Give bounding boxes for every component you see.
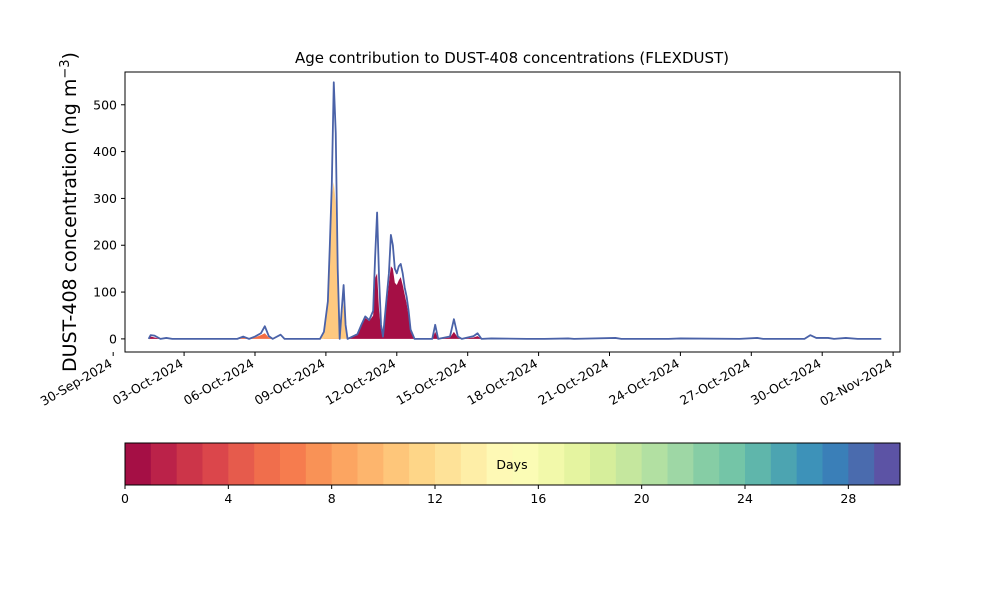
x-tick-label: 09-Oct-2024 [252, 356, 328, 408]
colorbar-segment [848, 443, 875, 485]
colorbar-segment [176, 443, 204, 485]
y-axis-label: DUST-408 concentration (ng m−3) [58, 52, 82, 372]
colorbar-segment [486, 443, 514, 485]
x-tick-label: 15-Oct-2024 [394, 356, 470, 408]
x-tick-label: 18-Oct-2024 [464, 356, 540, 408]
colorbar-tick-label: 8 [328, 491, 336, 506]
y-tick-label: 100 [93, 285, 117, 300]
colorbar-tick-label: 0 [121, 491, 129, 506]
colorbar-ticks: 0 4 8 12 16 20 24 28 [121, 485, 856, 506]
colorbar-segment [667, 443, 694, 485]
colorbar-label: Days [496, 457, 527, 472]
colorbar-segment [125, 443, 152, 485]
x-tick-label: 30-Oct-2024 [748, 356, 824, 408]
plot-lines [147, 81, 882, 340]
colorbar-segment [564, 443, 591, 485]
colorbar-segment [822, 443, 849, 485]
colorbar-segment [254, 443, 281, 485]
colorbar-segment [305, 443, 333, 485]
x-tick-label: 03-Oct-2024 [110, 356, 186, 408]
colorbar-segment [615, 443, 643, 485]
y-axis: 0 100 200 300 400 500 [93, 97, 125, 346]
colorbar-tick-label: 16 [530, 491, 546, 506]
colorbar-segment [460, 443, 488, 485]
colorbar-segment [745, 443, 772, 485]
y-tick-label: 0 [109, 331, 117, 346]
colorbar-tick-label: 4 [224, 491, 232, 506]
colorbar-segment [202, 443, 229, 485]
colorbar-segment [796, 443, 824, 485]
x-tick-label: 24-Oct-2024 [606, 356, 682, 408]
y-axis-label-close: ) [59, 52, 81, 59]
y-axis-label-exponent: −3 [58, 59, 73, 78]
colorbar-segment [538, 443, 565, 485]
colorbar-segment [383, 443, 410, 485]
colorbar-segment [150, 443, 178, 485]
x-tick-label: 12-Oct-2024 [323, 356, 399, 408]
colorbar-segment [228, 443, 255, 485]
colorbar-segment [719, 443, 746, 485]
colorbar-segment [512, 443, 539, 485]
x-tick-label: 06-Oct-2024 [181, 356, 257, 408]
colorbar [125, 443, 901, 485]
age-band-4-6-days [237, 324, 340, 339]
colorbar-segment [280, 443, 307, 485]
colorbar-frame [124, 442, 901, 486]
y-tick-label: 200 [93, 238, 117, 253]
x-tick-label: 02-Nov-2024 [817, 356, 895, 409]
y-axis-label-main: DUST-408 concentration (ng m [59, 79, 81, 372]
y-tick-label: 400 [93, 144, 117, 159]
colorbar-tick-label: 28 [840, 491, 856, 506]
age-band-0-1-days [148, 266, 882, 339]
total-concentration-line [147, 81, 882, 340]
colorbar-segment [590, 443, 617, 485]
colorbar-segment [357, 443, 384, 485]
age-band-9-12-days [319, 182, 348, 339]
colorbar-tick-label: 20 [634, 491, 650, 506]
x-tick-label: 27-Oct-2024 [677, 356, 753, 408]
colorbar-segment [874, 443, 901, 485]
colorbar-segment [770, 443, 798, 485]
colorbar-segment [435, 443, 462, 485]
colorbar-segment [693, 443, 720, 485]
y-tick-label: 300 [93, 191, 117, 206]
x-tick-label: 21-Oct-2024 [535, 356, 611, 408]
plot-areas [148, 182, 882, 339]
colorbar-segment [641, 443, 669, 485]
x-axis: 30-Sep-202403-Oct-202406-Oct-202409-Oct-… [38, 352, 895, 409]
colorbar-segment [409, 443, 436, 485]
colorbar-tick-label: 24 [737, 491, 753, 506]
plot-frame [124, 71, 901, 353]
chart-title: Age contribution to DUST-408 concentrati… [295, 49, 729, 67]
colorbar-segment [331, 443, 359, 485]
colorbar-tick-label: 12 [427, 491, 443, 506]
y-tick-label: 500 [93, 97, 117, 112]
